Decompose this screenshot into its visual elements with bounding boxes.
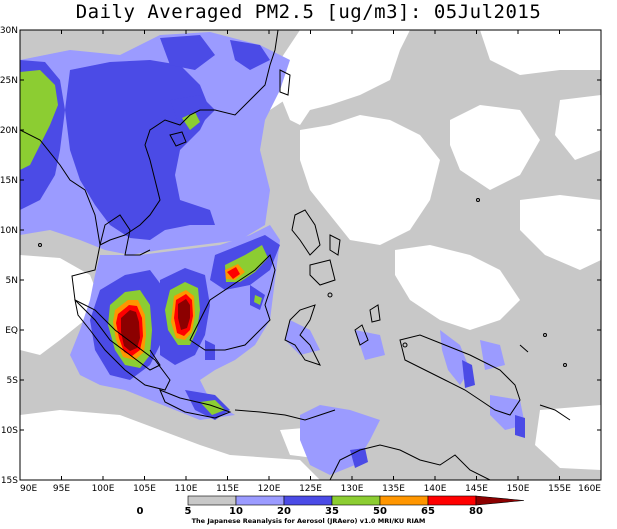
- colorbar-segment: [92, 496, 140, 505]
- colorbar-segment: [475, 495, 525, 506]
- lat-label: 20N: [0, 126, 18, 136]
- lon-label: 125E: [299, 484, 322, 494]
- colorbar-segment: [283, 495, 333, 506]
- colorbar-label: 65: [421, 506, 435, 517]
- colorbar-segment: [235, 495, 285, 506]
- contour-above-80: [121, 299, 190, 351]
- colorbar-label: 10: [229, 506, 243, 517]
- colorbar-label: 50: [373, 506, 387, 517]
- lat-label: 15N: [0, 176, 18, 186]
- lon-label: 140E: [424, 484, 447, 494]
- lat-label: EQ: [5, 326, 18, 336]
- lon-label: 90E: [20, 484, 37, 494]
- latitude-axis: 30N 25N 20N 15N 10N 5N EQ 5S 10S 15S: [0, 26, 601, 486]
- lat-label: 5S: [7, 376, 19, 386]
- lon-label: 95E: [53, 484, 70, 494]
- contour-0-5: [20, 30, 601, 480]
- colorbar-label: 5: [185, 506, 192, 517]
- colorbar-segment: [379, 495, 429, 506]
- lon-label: 150E: [507, 484, 530, 494]
- credit-text: The Japanese Reanalysis for Aerosol (JRA…: [191, 517, 426, 525]
- page-title: Daily Averaged PM2.5 [ug/m3]: 05Jul2015: [75, 1, 542, 23]
- longitude-axis: 90E 95E 100E 105E 110E 115E 120E 125E 130E 135E 14…: [19, 30, 602, 494]
- lon-label: 135E: [382, 484, 405, 494]
- lat-label: 25N: [0, 76, 18, 86]
- lat-label: 5N: [6, 276, 18, 286]
- colorbar-segment: [427, 495, 477, 506]
- colorbar-segment: [140, 496, 188, 505]
- map-plot-area: [20, 30, 601, 480]
- lon-label: 130E: [341, 484, 364, 494]
- lon-label: 160E: [578, 484, 601, 494]
- colorbar-label: 80: [469, 506, 483, 517]
- lon-label: 155E: [548, 484, 571, 494]
- colorbar-segment: [187, 495, 237, 506]
- lon-label: 100E: [92, 484, 115, 494]
- lon-label: 120E: [258, 484, 281, 494]
- colorbar-label: 0: [137, 506, 144, 517]
- lon-label: 105E: [133, 484, 156, 494]
- lon-label: 115E: [216, 484, 239, 494]
- lon-label: 110E: [175, 484, 198, 494]
- lat-label: 30N: [0, 26, 18, 36]
- colorbar-label: 20: [277, 506, 291, 517]
- lat-label: 10N: [0, 226, 18, 236]
- coastlines: [20, 30, 571, 480]
- colorbar-segment: [331, 495, 381, 506]
- lon-label: 145E: [465, 484, 488, 494]
- colorbar: 0 5 10 20 35 50 65 80: [92, 495, 525, 517]
- lat-label: 10S: [1, 426, 18, 436]
- lat-label: 15S: [1, 476, 18, 486]
- colorbar-label: 35: [325, 506, 339, 517]
